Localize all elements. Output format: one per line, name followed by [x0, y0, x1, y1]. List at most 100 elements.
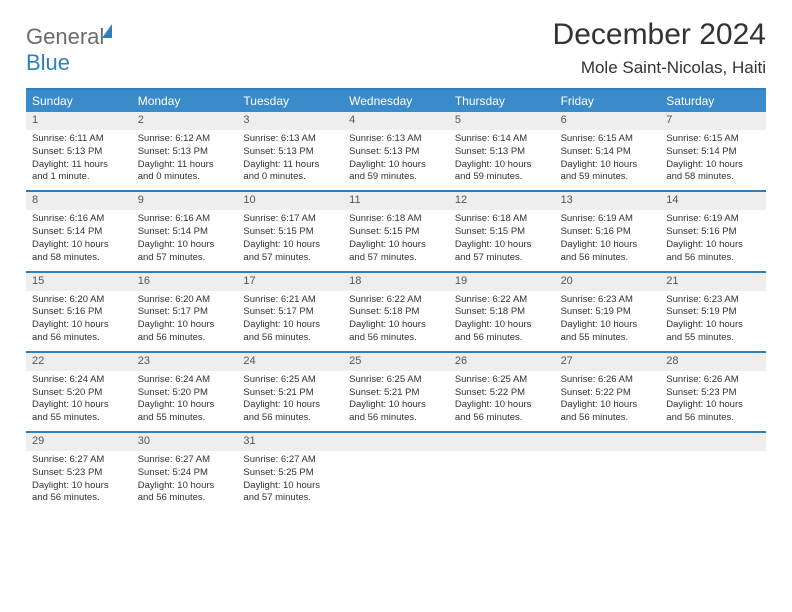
sunset-line: Sunset: 5:15 PM	[455, 226, 549, 239]
day-body: Sunrise: 6:15 AMSunset: 5:14 PMDaylight:…	[660, 130, 766, 184]
calendar: SundayMondayTuesdayWednesdayThursdayFrid…	[26, 88, 766, 511]
day-number: 2	[132, 112, 238, 130]
day-cell: 21Sunrise: 6:23 AMSunset: 5:19 PMDayligh…	[660, 273, 766, 351]
empty-cell	[449, 433, 555, 511]
daylight-line: Daylight: 10 hours and 57 minutes.	[243, 239, 337, 265]
sunrise-line: Sunrise: 6:22 AM	[455, 294, 549, 307]
sunrise-line: Sunrise: 6:18 AM	[349, 213, 443, 226]
sunset-line: Sunset: 5:15 PM	[243, 226, 337, 239]
daylight-line: Daylight: 10 hours and 56 minutes.	[666, 399, 760, 425]
sunset-line: Sunset: 5:22 PM	[455, 387, 549, 400]
day-body: Sunrise: 6:26 AMSunset: 5:23 PMDaylight:…	[660, 371, 766, 425]
sunrise-line: Sunrise: 6:15 AM	[666, 133, 760, 146]
day-cell: 13Sunrise: 6:19 AMSunset: 5:16 PMDayligh…	[555, 192, 661, 270]
sunrise-line: Sunrise: 6:15 AM	[561, 133, 655, 146]
sunset-line: Sunset: 5:14 PM	[561, 146, 655, 159]
logo-triangle-icon	[102, 24, 112, 38]
sunset-line: Sunset: 5:16 PM	[32, 306, 126, 319]
day-header: Friday	[555, 90, 661, 112]
day-header-row: SundayMondayTuesdayWednesdayThursdayFrid…	[26, 90, 766, 112]
week-row: 29Sunrise: 6:27 AMSunset: 5:23 PMDayligh…	[26, 433, 766, 511]
day-body: Sunrise: 6:26 AMSunset: 5:22 PMDaylight:…	[555, 371, 661, 425]
day-cell: 25Sunrise: 6:25 AMSunset: 5:21 PMDayligh…	[343, 353, 449, 431]
sunset-line: Sunset: 5:16 PM	[561, 226, 655, 239]
daylight-line: Daylight: 10 hours and 57 minutes.	[138, 239, 232, 265]
sunrise-line: Sunrise: 6:17 AM	[243, 213, 337, 226]
day-cell: 6Sunrise: 6:15 AMSunset: 5:14 PMDaylight…	[555, 112, 661, 190]
daylight-line: Daylight: 10 hours and 56 minutes.	[666, 239, 760, 265]
day-body: Sunrise: 6:18 AMSunset: 5:15 PMDaylight:…	[343, 210, 449, 264]
daylight-line: Daylight: 10 hours and 56 minutes.	[243, 319, 337, 345]
day-number: 7	[660, 112, 766, 130]
day-number: 13	[555, 192, 661, 210]
daylight-line: Daylight: 10 hours and 56 minutes.	[455, 319, 549, 345]
day-number: 20	[555, 273, 661, 291]
daylight-line: Daylight: 10 hours and 55 minutes.	[561, 319, 655, 345]
day-cell: 7Sunrise: 6:15 AMSunset: 5:14 PMDaylight…	[660, 112, 766, 190]
sunset-line: Sunset: 5:16 PM	[666, 226, 760, 239]
sunrise-line: Sunrise: 6:13 AM	[243, 133, 337, 146]
daylight-line: Daylight: 10 hours and 59 minutes.	[561, 159, 655, 185]
day-body: Sunrise: 6:16 AMSunset: 5:14 PMDaylight:…	[26, 210, 132, 264]
day-number: 10	[237, 192, 343, 210]
daylight-line: Daylight: 10 hours and 55 minutes.	[32, 399, 126, 425]
daylight-line: Daylight: 10 hours and 56 minutes.	[243, 399, 337, 425]
sunrise-line: Sunrise: 6:19 AM	[561, 213, 655, 226]
day-body: Sunrise: 6:25 AMSunset: 5:21 PMDaylight:…	[237, 371, 343, 425]
day-cell: 1Sunrise: 6:11 AMSunset: 5:13 PMDaylight…	[26, 112, 132, 190]
week-row: 1Sunrise: 6:11 AMSunset: 5:13 PMDaylight…	[26, 112, 766, 192]
sunset-line: Sunset: 5:17 PM	[138, 306, 232, 319]
sunset-line: Sunset: 5:17 PM	[243, 306, 337, 319]
sunset-line: Sunset: 5:13 PM	[243, 146, 337, 159]
title-block: December 2024 Mole Saint-Nicolas, Haiti	[553, 18, 766, 78]
day-body: Sunrise: 6:22 AMSunset: 5:18 PMDaylight:…	[449, 291, 555, 345]
sunrise-line: Sunrise: 6:20 AM	[138, 294, 232, 307]
sunset-line: Sunset: 5:20 PM	[32, 387, 126, 400]
day-cell: 22 Sunrise: 6:24 AMSunset: 5:20 PMDayligh…	[26, 353, 132, 431]
sunset-line: Sunset: 5:14 PM	[138, 226, 232, 239]
daylight-line: Daylight: 10 hours and 56 minutes.	[349, 319, 443, 345]
day-number: 25	[343, 353, 449, 371]
month-title: December 2024	[553, 18, 766, 52]
sunset-line: Sunset: 5:14 PM	[666, 146, 760, 159]
day-cell: 27Sunrise: 6:26 AMSunset: 5:22 PMDayligh…	[555, 353, 661, 431]
sunset-line: Sunset: 5:14 PM	[32, 226, 126, 239]
daylight-line: Daylight: 10 hours and 57 minutes.	[455, 239, 549, 265]
sunset-line: Sunset: 5:13 PM	[32, 146, 126, 159]
day-number: 17	[237, 273, 343, 291]
empty-cell	[555, 433, 661, 511]
day-body: Sunrise: 6:24 AMSunset: 5:20 PMDaylight:…	[132, 371, 238, 425]
day-header: Monday	[132, 90, 238, 112]
daylight-line: Daylight: 11 hours and 1 minute.	[32, 159, 126, 185]
sunset-line: Sunset: 5:15 PM	[349, 226, 443, 239]
day-cell: 8Sunrise: 6:16 AMSunset: 5:14 PMDaylight…	[26, 192, 132, 270]
day-body: Sunrise: 6:18 AMSunset: 5:15 PMDaylight:…	[449, 210, 555, 264]
day-cell: 26Sunrise: 6:25 AMSunset: 5:22 PMDayligh…	[449, 353, 555, 431]
day-header: Saturday	[660, 90, 766, 112]
sunset-line: Sunset: 5:13 PM	[349, 146, 443, 159]
day-body: Sunrise: 6:20 AMSunset: 5:17 PMDaylight:…	[132, 291, 238, 345]
day-number	[449, 433, 555, 451]
weeks-container: 1Sunrise: 6:11 AMSunset: 5:13 PMDaylight…	[26, 112, 766, 511]
day-number: 22	[26, 353, 132, 371]
daylight-line: Daylight: 10 hours and 55 minutes.	[138, 399, 232, 425]
logo-word-1: General	[26, 24, 104, 49]
day-header: Wednesday	[343, 90, 449, 112]
sunrise-line: Sunrise: 6:11 AM	[32, 133, 126, 146]
day-number: 12	[449, 192, 555, 210]
day-body: Sunrise: 6:11 AMSunset: 5:13 PMDaylight:…	[26, 130, 132, 184]
day-body: Sunrise: 6:12 AMSunset: 5:13 PMDaylight:…	[132, 130, 238, 184]
day-number: 29	[26, 433, 132, 451]
day-number: 28	[660, 353, 766, 371]
sunrise-line: Sunrise: 6:21 AM	[243, 294, 337, 307]
day-number: 5	[449, 112, 555, 130]
daylight-line: Daylight: 10 hours and 56 minutes.	[32, 319, 126, 345]
daylight-line: Daylight: 10 hours and 56 minutes.	[349, 399, 443, 425]
day-body: Sunrise: 6:19 AMSunset: 5:16 PMDaylight:…	[660, 210, 766, 264]
sunrise-line: Sunrise: 6:27 AM	[243, 454, 337, 467]
day-number: 1	[26, 112, 132, 130]
sunrise-line: Sunrise: 6:23 AM	[561, 294, 655, 307]
day-number	[555, 433, 661, 451]
sunrise-line: Sunrise: 6:24 AM	[32, 374, 126, 387]
day-cell: 2Sunrise: 6:12 AMSunset: 5:13 PMDaylight…	[132, 112, 238, 190]
